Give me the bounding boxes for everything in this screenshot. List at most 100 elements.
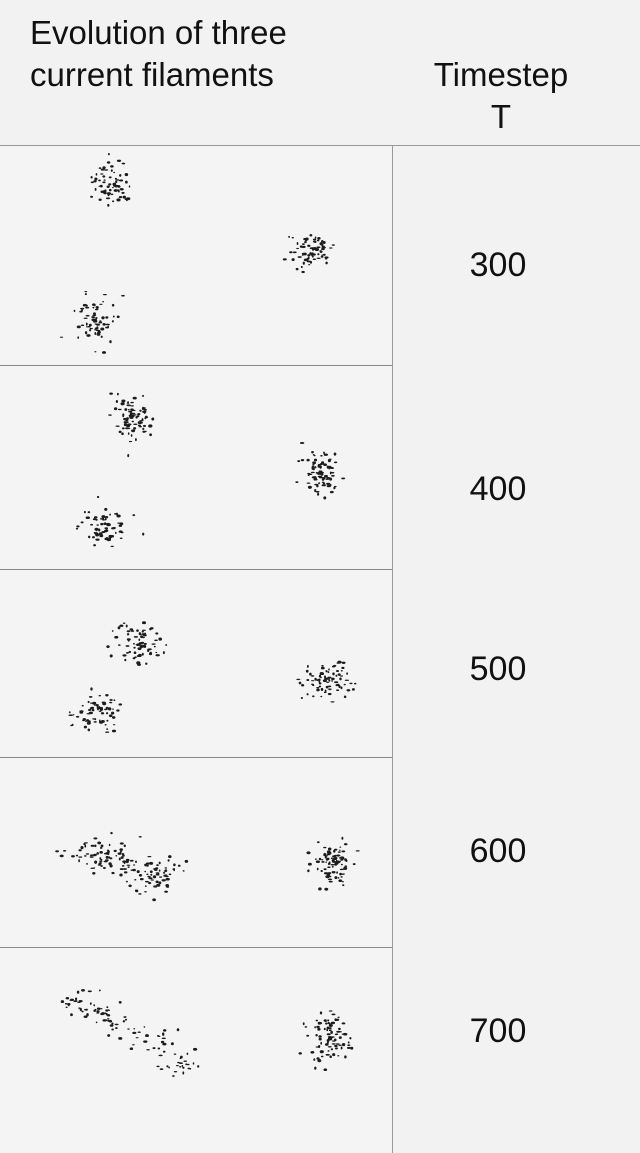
particle bbox=[133, 642, 135, 645]
particle bbox=[349, 1037, 352, 1040]
particle bbox=[126, 404, 131, 407]
particle bbox=[296, 241, 299, 246]
particle bbox=[334, 1044, 338, 1048]
particle bbox=[121, 191, 125, 194]
particle bbox=[100, 327, 105, 331]
particle bbox=[95, 533, 100, 537]
particle bbox=[143, 642, 147, 645]
particle bbox=[109, 1024, 114, 1027]
particle bbox=[102, 181, 106, 184]
particle bbox=[336, 871, 338, 874]
particle bbox=[155, 880, 159, 884]
particle bbox=[335, 861, 339, 865]
particle bbox=[319, 242, 323, 245]
particle bbox=[82, 303, 88, 307]
particle bbox=[99, 707, 104, 711]
particle bbox=[331, 474, 335, 477]
particle bbox=[78, 859, 80, 863]
particle bbox=[80, 521, 84, 524]
particle bbox=[93, 544, 96, 547]
particle bbox=[132, 864, 136, 866]
particle bbox=[92, 306, 95, 309]
particle bbox=[102, 166, 106, 169]
particle bbox=[317, 1027, 321, 1031]
particle bbox=[306, 257, 309, 261]
particle bbox=[318, 1037, 322, 1041]
particle bbox=[96, 706, 99, 710]
particle bbox=[75, 854, 79, 857]
particle bbox=[323, 451, 325, 455]
particle bbox=[333, 485, 337, 488]
particle bbox=[86, 1013, 89, 1017]
particle bbox=[144, 870, 147, 873]
particle bbox=[182, 1071, 185, 1075]
particle bbox=[109, 513, 111, 516]
particle bbox=[135, 1037, 139, 1039]
particle bbox=[328, 458, 332, 460]
particle bbox=[339, 856, 345, 860]
particle bbox=[68, 714, 73, 716]
particle bbox=[156, 1034, 160, 1037]
particle bbox=[336, 662, 340, 664]
particle bbox=[319, 250, 323, 253]
particle bbox=[113, 407, 118, 411]
particle bbox=[135, 860, 137, 864]
particle bbox=[335, 1043, 340, 1045]
column-header-line-2: T bbox=[490, 98, 512, 135]
particle bbox=[95, 329, 99, 332]
particle bbox=[301, 254, 304, 256]
particle bbox=[308, 473, 313, 476]
particle bbox=[325, 478, 330, 480]
particle bbox=[316, 867, 319, 871]
particle bbox=[330, 1048, 334, 1051]
particle bbox=[314, 489, 317, 493]
particle bbox=[328, 668, 330, 671]
particle bbox=[127, 401, 130, 404]
particle bbox=[87, 728, 91, 732]
particle bbox=[178, 1062, 183, 1064]
column-header: Timestep T bbox=[392, 54, 610, 138]
particle bbox=[85, 1008, 88, 1011]
particle bbox=[316, 686, 320, 689]
particle bbox=[341, 881, 344, 883]
particle bbox=[85, 306, 90, 309]
particle bbox=[95, 306, 99, 309]
particle bbox=[339, 846, 342, 848]
particle bbox=[197, 1065, 200, 1068]
particle bbox=[113, 189, 118, 192]
particle bbox=[331, 1040, 336, 1042]
particle bbox=[114, 177, 117, 180]
particle bbox=[100, 335, 103, 338]
particle bbox=[185, 1063, 188, 1066]
particle bbox=[320, 687, 324, 691]
particle bbox=[337, 851, 341, 853]
timestep-label: 700 bbox=[469, 1012, 527, 1050]
particle bbox=[309, 233, 313, 237]
particle bbox=[124, 658, 127, 662]
particle bbox=[108, 414, 112, 416]
particle bbox=[129, 1047, 134, 1051]
particle bbox=[158, 637, 163, 641]
particle bbox=[94, 331, 97, 336]
particle bbox=[334, 1018, 337, 1022]
particle bbox=[306, 1034, 310, 1037]
particle bbox=[100, 865, 103, 867]
particle bbox=[336, 1030, 341, 1033]
particle bbox=[126, 630, 131, 633]
particle bbox=[107, 193, 110, 197]
particle bbox=[100, 859, 103, 861]
particle bbox=[60, 1000, 65, 1004]
particle bbox=[110, 831, 113, 835]
particle bbox=[126, 633, 130, 636]
particle bbox=[315, 490, 320, 493]
particle bbox=[314, 1066, 317, 1070]
particle bbox=[144, 632, 147, 635]
particle bbox=[104, 708, 108, 711]
particle bbox=[298, 681, 302, 685]
particle bbox=[149, 870, 153, 873]
particle bbox=[144, 891, 147, 893]
particle bbox=[330, 701, 335, 703]
particle bbox=[113, 699, 116, 702]
particle bbox=[90, 175, 93, 179]
particle bbox=[105, 515, 109, 519]
